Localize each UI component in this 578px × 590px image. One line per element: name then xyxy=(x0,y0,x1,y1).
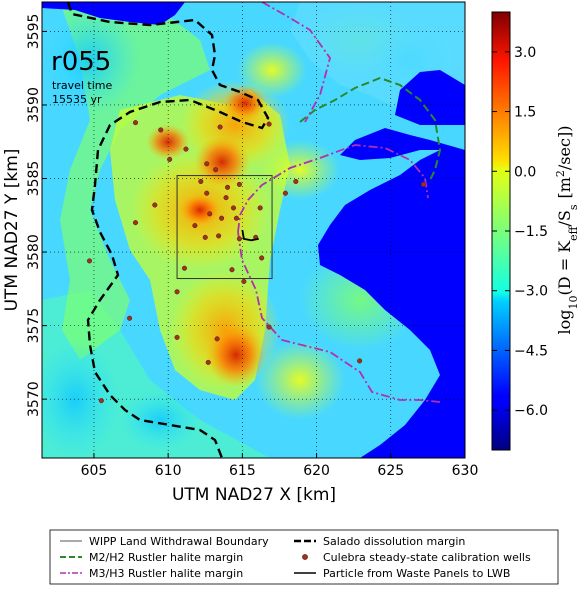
calibration-well xyxy=(216,234,221,239)
calibration-well xyxy=(237,237,242,242)
x-tick-label: 625 xyxy=(377,463,404,479)
calibration-well xyxy=(204,162,209,167)
travel-time-label: travel time xyxy=(52,79,112,92)
cyan-zone-4 xyxy=(120,390,200,450)
calibration-well xyxy=(421,182,426,187)
calibration-well xyxy=(213,167,218,172)
hot-spot-5 xyxy=(180,194,220,226)
calibration-well xyxy=(153,203,158,208)
y-tick-label: 3595 xyxy=(26,14,42,50)
calibration-well xyxy=(231,206,236,211)
colorbar-tick-label: −6.0 xyxy=(514,403,548,419)
colorbar-tick-label: −4.5 xyxy=(514,343,548,359)
calibration-well xyxy=(175,335,180,340)
calibration-well xyxy=(294,179,299,184)
colorbar-label: log10(D = Keff/Ss[m2/sec]) xyxy=(554,126,578,335)
calibration-well xyxy=(230,267,235,272)
colorbar-tick-label: −1.5 xyxy=(514,224,548,240)
run-label: r055 xyxy=(51,47,111,77)
legend-label-wells: Culebra steady-state calibration wells xyxy=(323,551,531,564)
calibration-well xyxy=(206,360,211,365)
y-axis-label: UTM NAD27 Y [km] xyxy=(2,149,22,312)
calibration-well xyxy=(283,191,288,196)
calibration-well xyxy=(127,316,132,321)
x-tick-label: 610 xyxy=(155,463,182,479)
calibration-well xyxy=(204,191,209,196)
calibration-well xyxy=(224,195,229,200)
legend-label-lwb: WIPP Land Withdrawal Boundary xyxy=(89,535,269,548)
calibration-well xyxy=(242,279,247,284)
legend-label-salado: Salado dissolution margin xyxy=(323,535,465,548)
calibration-well xyxy=(234,216,239,221)
calibration-well xyxy=(182,266,187,271)
calibration-well xyxy=(357,359,362,364)
calibration-well xyxy=(267,122,272,127)
calibration-well xyxy=(267,325,272,330)
calibration-well xyxy=(133,120,138,125)
calibration-well xyxy=(158,128,163,133)
travel-time-value: 15535 yr xyxy=(52,93,102,106)
calibration-well xyxy=(259,256,264,261)
calibration-well xyxy=(237,182,242,187)
calibration-well xyxy=(225,185,230,190)
colorbar: −6.0 −4.5 −3.0 −1.5 0.0 1.5 3.0 log10(D = Keff… xyxy=(492,12,578,450)
colorbar-tick-label: −3.0 xyxy=(514,284,548,300)
cyan-zone-2 xyxy=(30,340,120,460)
calibration-well xyxy=(203,235,208,240)
y-tick-label: 3575 xyxy=(26,308,42,344)
x-tick-label: 620 xyxy=(303,463,330,479)
calibration-well xyxy=(207,212,212,217)
y-tick-label: 3585 xyxy=(26,161,42,197)
calibration-well xyxy=(258,206,263,211)
colorbar-tick-label: 0.0 xyxy=(514,164,536,180)
x-tick-label: 630 xyxy=(452,463,479,479)
calibration-well xyxy=(99,398,104,403)
legend-label-particle: Particle from Waste Panels to LWB xyxy=(323,567,510,580)
calibration-well xyxy=(199,179,204,184)
calibration-well xyxy=(87,259,92,264)
y-tick-label: 3590 xyxy=(26,87,42,123)
calibration-well xyxy=(175,289,180,294)
x-axis-label: UTM NAD27 X [km] xyxy=(172,485,336,505)
y-tick-label: 3570 xyxy=(26,381,42,417)
calibration-well xyxy=(193,223,198,228)
legend: WIPP Land Withdrawal Boundary M2/H2 Rust… xyxy=(50,530,558,584)
calibration-well xyxy=(167,157,172,162)
yellow-zone-1 xyxy=(237,42,307,98)
calibration-well xyxy=(184,147,189,152)
calibration-well xyxy=(219,216,224,221)
y-tick-label: 3580 xyxy=(26,234,42,270)
colorbar-tick-label: 1.5 xyxy=(514,105,536,121)
x-tick-label: 615 xyxy=(229,463,256,479)
calibration-well xyxy=(133,220,138,225)
legend-label-m2h2: M2/H2 Rustler halite margin xyxy=(89,551,243,564)
colorbar-tick-label: 3.0 xyxy=(514,45,536,61)
x-tick-label: 605 xyxy=(81,463,108,479)
calibration-well xyxy=(215,337,220,342)
legend-swatch-wells xyxy=(302,554,307,559)
calibration-well xyxy=(218,125,223,130)
legend-label-m3h3: M3/H3 Rustler halite margin xyxy=(89,567,243,580)
